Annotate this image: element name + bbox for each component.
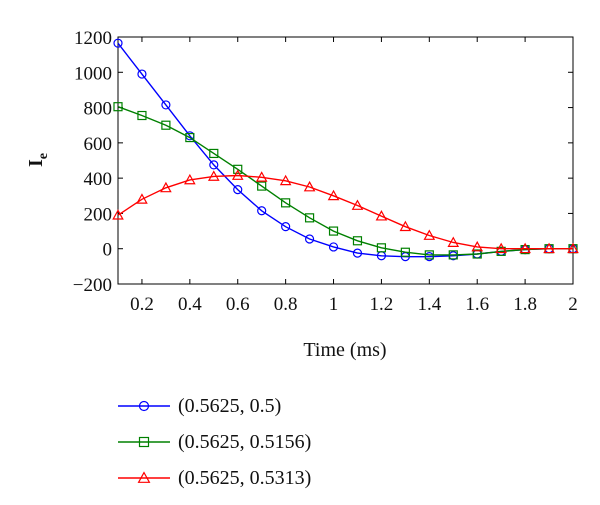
y-tick-label: 0 (103, 240, 113, 261)
data-point-triangle (207, 170, 220, 181)
data-point-circle (137, 69, 147, 79)
data-point-triangle (184, 173, 196, 185)
data-point-triangle (112, 209, 124, 220)
data-point-circle (304, 234, 315, 244)
series-line (117, 42, 573, 258)
data-point-square (424, 250, 434, 260)
y-axis-ticks: −200 0 200 400 600 800 1000 1200 (73, 28, 573, 296)
data-point-circle (281, 222, 291, 232)
x-tick-label: 2 (568, 294, 578, 315)
y-tick-label: 400 (84, 169, 113, 190)
data-point-triangle (423, 229, 436, 240)
series-line (117, 174, 573, 250)
data-point-square (209, 148, 219, 159)
data-point-square (352, 236, 363, 246)
data-point-triangle (327, 189, 340, 201)
y-tick-label: −200 (73, 275, 112, 296)
data-point-triangle (567, 242, 579, 254)
data-point-triangle (471, 240, 484, 252)
data-point-circle (352, 248, 363, 258)
y-axis-title-subscript: e (36, 153, 51, 159)
legend-label: (0.5625, 0.5156) (178, 430, 312, 453)
x-tick-label: 1 (329, 294, 339, 315)
data-point-square (281, 198, 291, 208)
data-point-square (138, 436, 150, 448)
data-point-triangle (303, 180, 316, 192)
x-tick-label: 0.2 (130, 294, 154, 315)
y-tick-label: 200 (84, 204, 113, 225)
data-point-circle (209, 160, 219, 170)
y-axis-title: Ie (25, 153, 51, 167)
y-tick-label: 1000 (74, 63, 112, 84)
data-point-circle (328, 242, 339, 252)
x-tick-label: 1.8 (513, 294, 537, 315)
legend-label: (0.5625, 0.5) (178, 394, 282, 417)
data-point-square (185, 132, 195, 143)
data-point-circle (138, 400, 150, 412)
y-axis-title-main: I (25, 159, 47, 167)
x-axis-title: Time (ms) (303, 339, 386, 361)
data-point-triangle (351, 199, 364, 210)
data-point-triangle (543, 242, 555, 254)
data-point-square (137, 110, 147, 121)
data-point-circle (233, 185, 243, 195)
data-point-circle (113, 38, 123, 48)
data-point-circle (161, 100, 171, 110)
legend-swatch-triangle (118, 471, 170, 483)
data-point-triangle (279, 174, 292, 186)
data-point-square (161, 120, 171, 130)
series-layer (112, 38, 579, 262)
data-point-triangle (447, 236, 460, 247)
data-point-circle (257, 206, 267, 216)
legend-label: (0.5625, 0.5313) (178, 466, 312, 489)
legend-swatch-square (118, 436, 170, 448)
data-point-triangle (495, 242, 507, 254)
data-point-square (304, 213, 315, 223)
legend-item: (0.5625, 0.5313) (118, 460, 311, 496)
data-point-square (113, 102, 123, 112)
data-point-triangle (399, 220, 412, 232)
data-point-square (376, 243, 387, 253)
data-point-square (448, 250, 458, 260)
series-group (113, 38, 578, 262)
data-point-square (400, 247, 410, 257)
x-tick-label: 0.4 (178, 294, 202, 315)
data-point-square (233, 164, 243, 174)
legend-item: (0.5625, 0.5) (118, 388, 311, 424)
x-axis-ticks: 0.2 0.4 0.6 0.8 1 1.2 1.4 1.6 1.8 2 (130, 37, 578, 315)
y-tick-label: 800 (84, 99, 113, 120)
data-point-square (257, 181, 267, 191)
data-point-triangle (136, 193, 148, 204)
x-tick-label: 1.6 (465, 294, 489, 315)
data-point-square (472, 249, 482, 259)
y-tick-label: 1200 (74, 28, 112, 49)
data-point-triangle (137, 471, 151, 483)
data-point-triangle (375, 210, 388, 221)
data-point-triangle (160, 181, 172, 193)
data-point-triangle (231, 169, 244, 180)
data-point-triangle (255, 171, 268, 182)
series-group (112, 169, 579, 254)
data-point-square (520, 244, 530, 255)
legend: (0.5625, 0.5) (0.5625, 0.5156) (0.5625, … (118, 388, 311, 496)
data-point-triangle (519, 242, 531, 254)
plot-frame (117, 36, 574, 285)
x-tick-label: 0.8 (274, 294, 298, 315)
y-tick-label: 600 (84, 134, 113, 155)
x-tick-label: 1.2 (370, 294, 394, 315)
legend-item: (0.5625, 0.5156) (118, 424, 311, 460)
series-group (113, 102, 578, 260)
x-tick-label: 0.6 (226, 294, 250, 315)
data-point-square (328, 226, 339, 236)
x-tick-label: 1.4 (417, 294, 441, 315)
legend-swatch-circle (118, 400, 170, 412)
